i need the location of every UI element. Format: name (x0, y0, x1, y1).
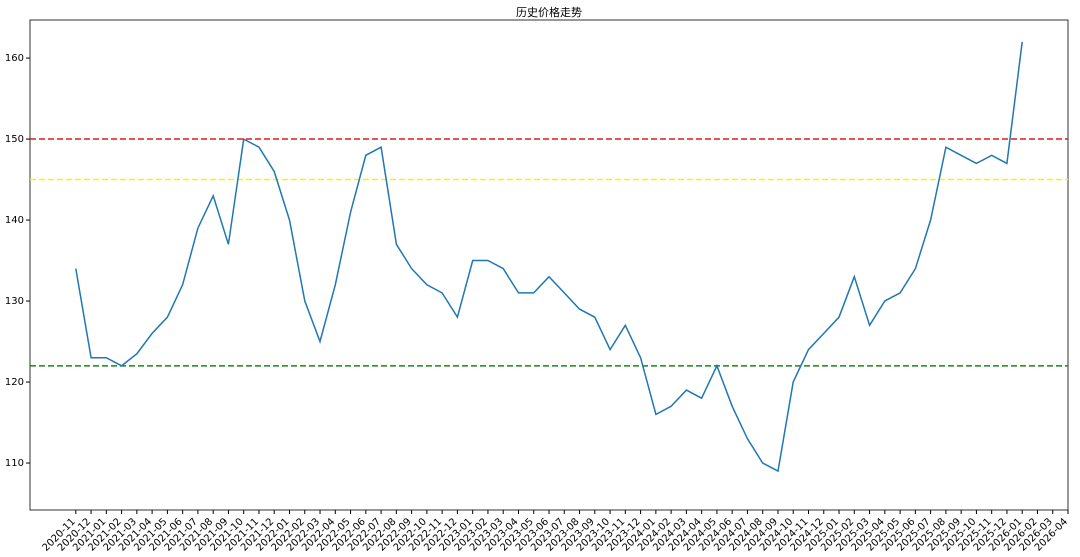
y-tick-label: 160 (5, 53, 24, 64)
y-tick-label: 150 (5, 134, 24, 145)
chart-title: 历史价格走势 (516, 5, 582, 19)
y-tick-label: 130 (5, 296, 24, 307)
y-tick-label: 110 (5, 458, 24, 469)
y-tick-label: 140 (5, 215, 24, 226)
y-tick-label: 120 (5, 377, 24, 388)
price-line (75, 41, 1023, 473)
plot-frame (29, 19, 1069, 511)
